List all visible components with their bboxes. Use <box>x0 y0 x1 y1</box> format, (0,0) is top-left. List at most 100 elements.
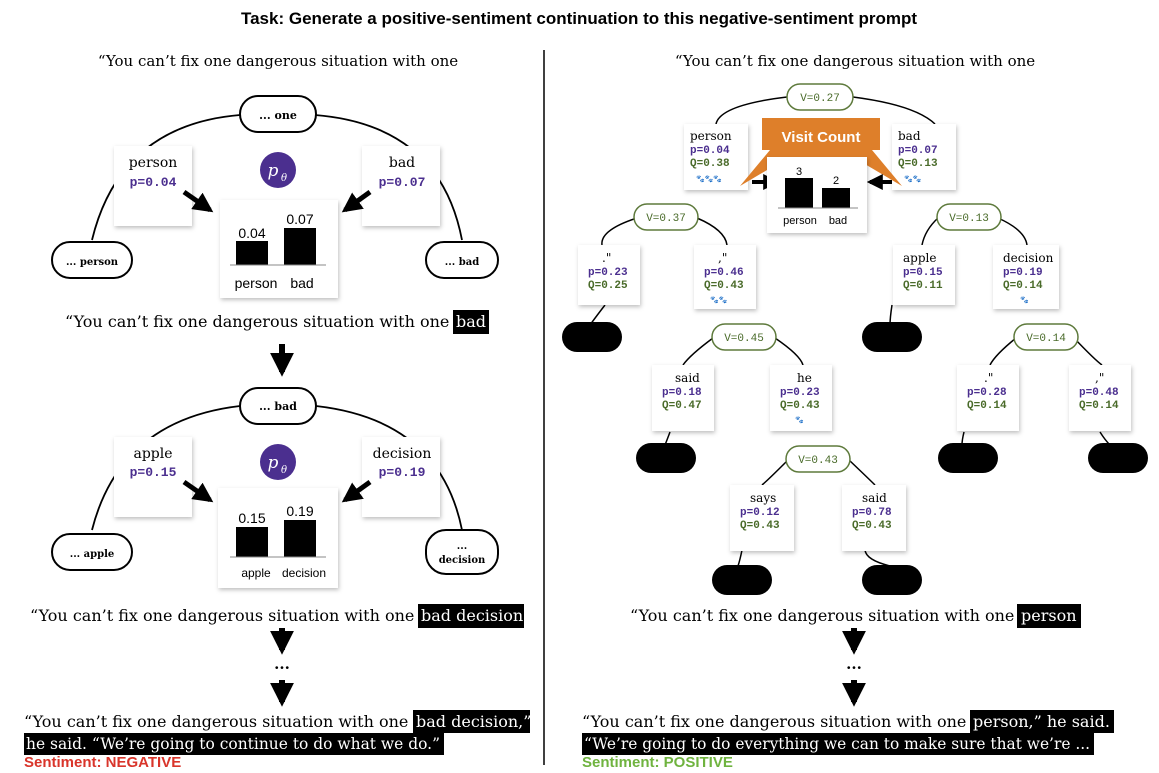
visit-paws-icon: 🐾 <box>795 416 804 424</box>
value-node <box>785 445 851 473</box>
svg-text:bad: bad <box>829 215 847 227</box>
terminal-node <box>938 443 998 473</box>
bar-person <box>236 241 268 265</box>
bar-apple <box>236 527 268 557</box>
svg-text:apple: apple <box>903 251 936 265</box>
svg-text:Q=0.11: Q=0.11 <box>903 280 943 292</box>
leaf-node-label: ... person <box>66 257 119 268</box>
value-node <box>633 203 699 231</box>
candidate-prob: p=0.07 <box>379 175 426 190</box>
svg-text:Q=0.38: Q=0.38 <box>690 158 730 170</box>
terminal-node <box>562 322 622 352</box>
svg-text:decision: decision <box>1003 251 1054 265</box>
svg-text:θ: θ <box>281 173 287 184</box>
value-node <box>1013 323 1079 351</box>
right-final: “You can’t fix one dangerous situation w… <box>582 710 1114 771</box>
candidate-card-apple <box>114 437 192 517</box>
right-line: “You can’t fix one dangerous situation w… <box>630 604 1081 628</box>
visit-paws-icon: 🐾🐾 <box>904 175 922 183</box>
tree-node-apple: apple p=0.15 Q=0.11 <box>893 245 955 305</box>
bar-value: 0.19 <box>286 503 313 519</box>
terminal-node <box>636 443 696 473</box>
svg-text:p=0.48: p=0.48 <box>1079 387 1119 399</box>
svg-text:p=0.07: p=0.07 <box>898 145 938 157</box>
svg-text:p=0.04: p=0.04 <box>690 145 730 157</box>
visit-paws-icon: 🐾 <box>1020 296 1029 304</box>
svg-text:V=0.45: V=0.45 <box>724 333 764 345</box>
candidate-prob: p=0.19 <box>379 465 426 480</box>
candidate-token: person <box>129 155 178 171</box>
bar-decision <box>284 520 316 557</box>
visit-count-callout: Visit Count <box>740 118 902 186</box>
bar-label: decision <box>282 566 326 580</box>
svg-text:Q=0.14: Q=0.14 <box>967 400 1007 412</box>
tree-node-said: said p=0.18 Q=0.47 <box>652 365 714 431</box>
svg-text:V=0.14: V=0.14 <box>1026 333 1066 345</box>
leaf-node-bad <box>425 241 499 279</box>
root-node <box>239 95 317 133</box>
svg-text:Q=0.43: Q=0.43 <box>780 400 820 412</box>
candidate-token: decision <box>373 446 432 462</box>
svg-text:p=0.19: p=0.19 <box>1003 267 1043 279</box>
line2-highlight: bad decision <box>421 606 523 625</box>
right-prompt: “You can’t fix one dangerous situation w… <box>675 52 1035 70</box>
leaf-node-label: ... bad <box>445 257 479 268</box>
leaf-node-person <box>51 241 133 279</box>
svg-text:p=0.15: p=0.15 <box>903 267 943 279</box>
svg-text:Q=0.25: Q=0.25 <box>588 280 628 292</box>
visit-bar-person <box>785 178 813 208</box>
left-step1: ... one person p=0.04 bad p=0.07 p θ 0.0… <box>51 95 499 298</box>
svg-text:,": ," <box>1095 371 1104 385</box>
line2-text: “You can’t fix one dangerous situation w… <box>30 606 414 625</box>
leaf-node-label: ... <box>457 541 467 552</box>
candidate-prob: p=0.15 <box>130 465 177 480</box>
line1-text: “You can’t fix one dangerous situation w… <box>65 312 449 331</box>
candidate-card-bad <box>362 146 440 226</box>
candidate-card-decision <box>362 437 440 517</box>
terminal-node <box>1088 443 1148 473</box>
svg-text:Q=0.13: Q=0.13 <box>898 158 938 170</box>
svg-text:V=0.13: V=0.13 <box>949 213 989 225</box>
terminal-node <box>862 565 922 595</box>
probability-chart-2: 0.15 0.19 apple decision <box>218 488 338 588</box>
leaf-node-label: decision <box>439 555 486 566</box>
tree-edges <box>589 96 1111 567</box>
final-highlight: person,” he said. <box>973 712 1110 731</box>
tree-node-he: he p=0.23 Q=0.43 🐾 <box>770 365 832 431</box>
line1-highlight: bad <box>456 312 486 331</box>
tree-node-bad: bad p=0.07 Q=0.13 🐾🐾 <box>892 124 956 190</box>
candidate-prob: p=0.04 <box>130 175 177 190</box>
left-line1: “You can’t fix one dangerous situation w… <box>65 310 489 334</box>
line-highlight: person <box>1021 606 1077 625</box>
final-highlight: he said. “We’re going to continue to do … <box>26 734 440 753</box>
tree-node-dec-comma-quote: ," p=0.48 Q=0.14 <box>1069 365 1131 431</box>
bar-label: bad <box>290 275 313 291</box>
root-node-label: ... one <box>259 109 297 122</box>
left-final: “You can’t fix one dangerous situation w… <box>24 710 531 771</box>
svg-text:bad: bad <box>898 129 921 143</box>
left-step2: ... bad apple p=0.15 decision p=0.19 p θ… <box>51 387 499 588</box>
svg-text:person: person <box>690 129 732 143</box>
visit-bar-bad <box>822 188 850 208</box>
svg-text:Q=0.43: Q=0.43 <box>740 520 780 532</box>
bar-bad <box>284 228 316 265</box>
sentiment-negative: Sentiment: NEGATIVE <box>24 754 181 771</box>
svg-text:Q=0.14: Q=0.14 <box>1003 280 1043 292</box>
svg-text:θ: θ <box>281 465 287 476</box>
sentiment-positive: Sentiment: POSITIVE <box>582 754 733 771</box>
arrow-to-chart-right <box>341 189 372 213</box>
visit-count-label: Visit Count <box>782 129 861 146</box>
svg-text:p: p <box>268 453 279 473</box>
bar-value: 0.04 <box>238 225 265 241</box>
svg-text:person: person <box>783 215 817 227</box>
tree-node-said-2: said p=0.78 Q=0.43 <box>842 485 906 551</box>
svg-text:.": ." <box>984 371 993 385</box>
svg-text:p=0.23: p=0.23 <box>588 267 628 279</box>
svg-text:p=0.46: p=0.46 <box>704 267 744 279</box>
tree-node-says: says p=0.12 Q=0.43 <box>730 485 794 551</box>
terminal-node <box>862 322 922 352</box>
root-node <box>239 387 317 425</box>
page-title: Task: Generate a positive-sentiment cont… <box>241 9 917 28</box>
svg-text:Q=0.47: Q=0.47 <box>662 400 702 412</box>
